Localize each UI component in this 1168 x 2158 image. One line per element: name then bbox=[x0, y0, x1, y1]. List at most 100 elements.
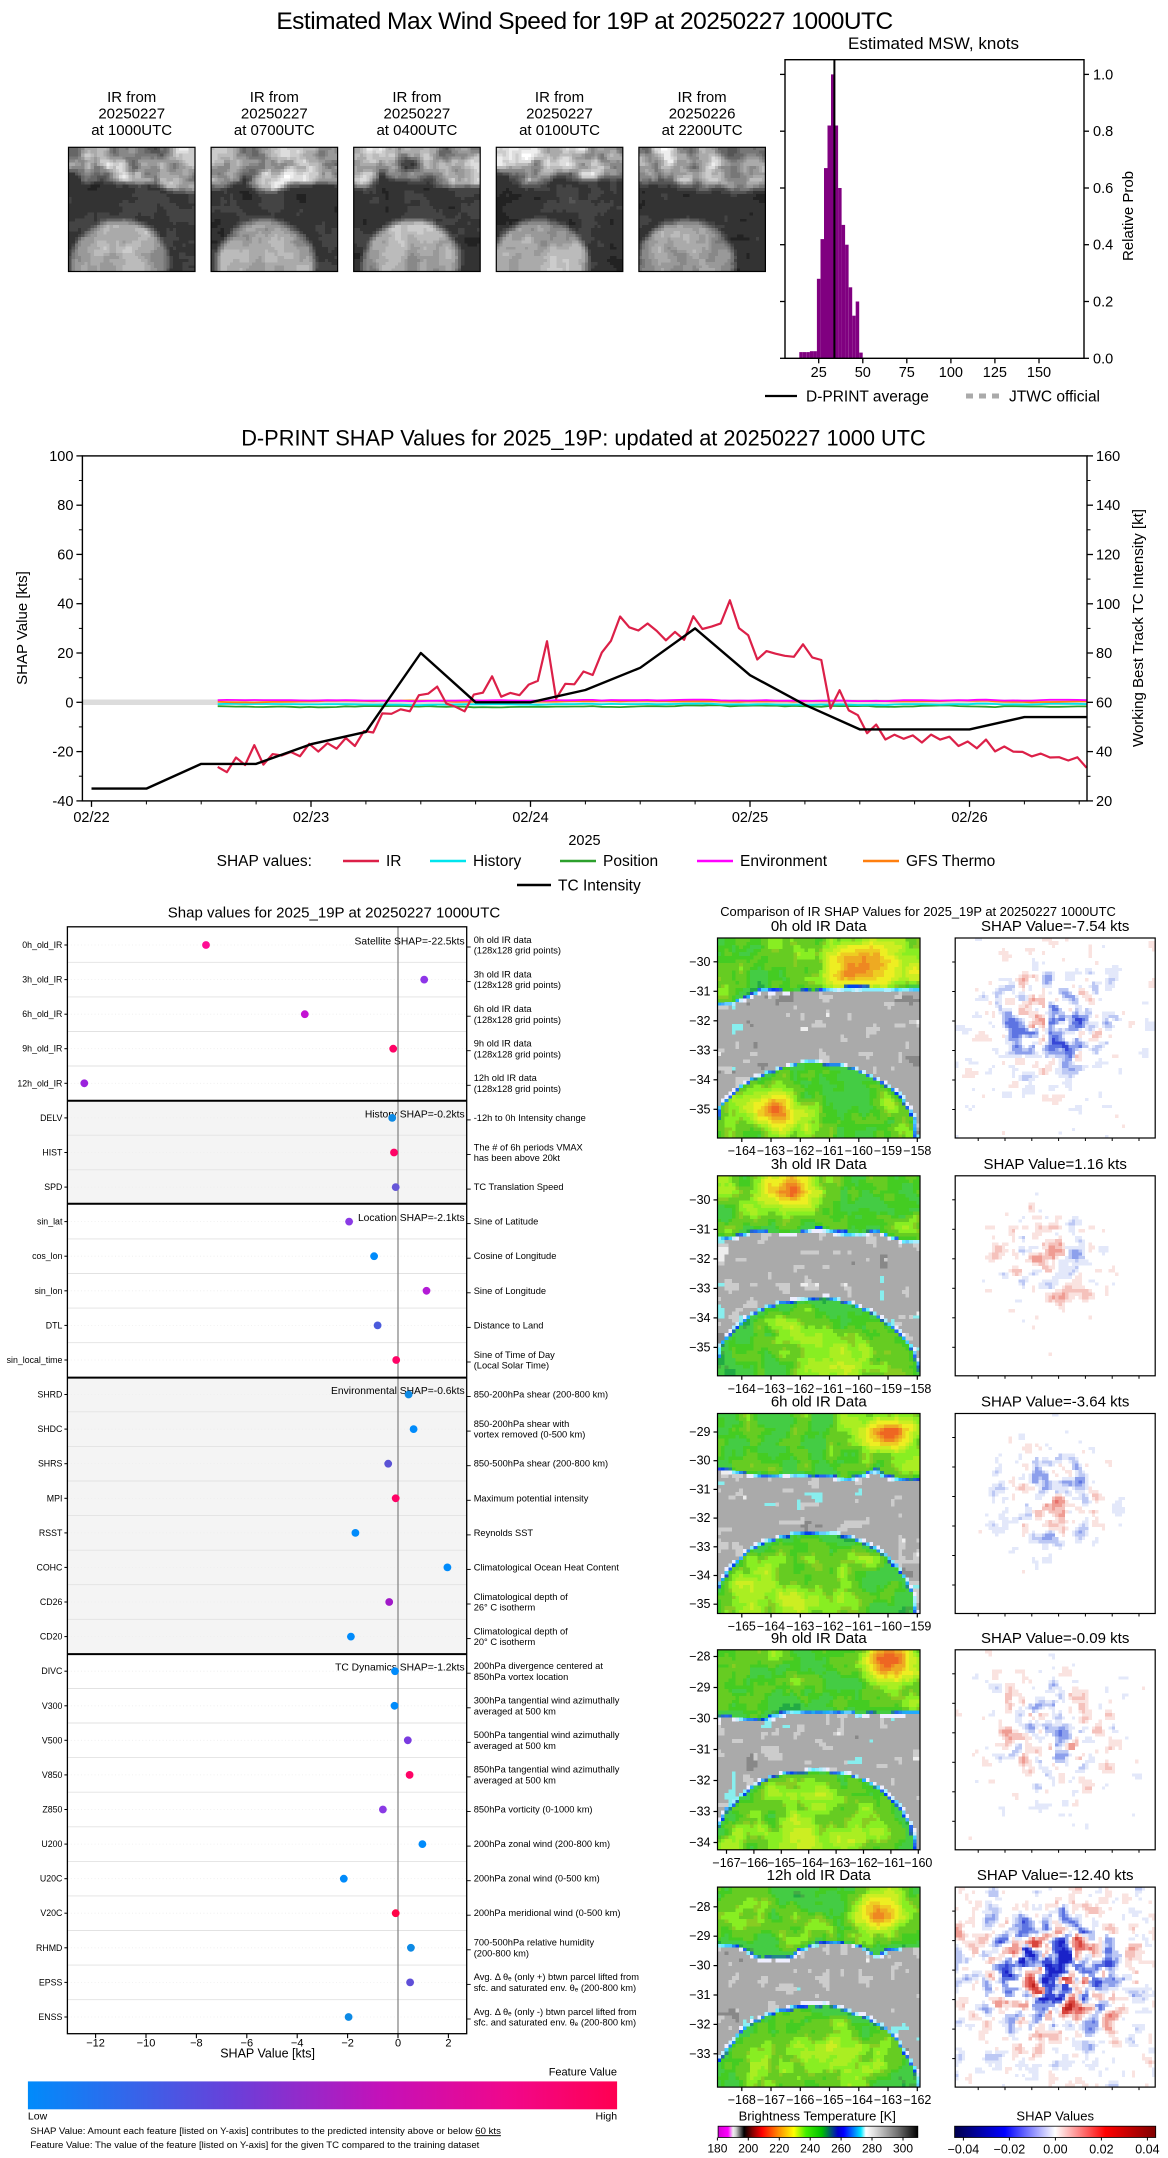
svg-text:IR from: IR from bbox=[535, 89, 584, 106]
svg-text:−33: −33 bbox=[689, 1805, 710, 1819]
svg-text:200hPa zonal wind (200-800 km): 200hPa zonal wind (200-800 km) bbox=[474, 1839, 610, 1849]
svg-text:Sine of Longitude: Sine of Longitude bbox=[474, 1286, 546, 1296]
svg-text:at 0400UTC: at 0400UTC bbox=[376, 122, 457, 139]
svg-text:12h old IR data: 12h old IR data bbox=[474, 1073, 538, 1083]
svg-text:9h old IR Data: 9h old IR Data bbox=[771, 1630, 868, 1647]
svg-text:−32: −32 bbox=[689, 2017, 710, 2031]
svg-text:Shap values for 2025_19P at 20: Shap values for 2025_19P at 20250227 100… bbox=[168, 905, 501, 922]
svg-text:SHAP Values: SHAP Values bbox=[1016, 2108, 1094, 2123]
svg-text:JTWC official: JTWC official bbox=[1009, 389, 1100, 406]
svg-text:COHC: COHC bbox=[36, 1562, 63, 1572]
svg-text:−162: −162 bbox=[815, 1620, 843, 1634]
svg-text:SHAP Value [kts]: SHAP Value [kts] bbox=[220, 2047, 315, 2061]
svg-text:−162: −162 bbox=[903, 2093, 931, 2107]
svg-text:−160: −160 bbox=[904, 1856, 932, 1870]
svg-text:0: 0 bbox=[395, 2038, 401, 2050]
svg-text:−160: −160 bbox=[845, 1144, 873, 1158]
svg-text:6h old IR data: 6h old IR data bbox=[474, 1004, 533, 1014]
svg-text:IR from: IR from bbox=[107, 89, 156, 106]
svg-text:Reynolds SST: Reynolds SST bbox=[474, 1528, 534, 1538]
svg-text:Estimated Max Wind Speed for 1: Estimated Max Wind Speed for 19P at 2025… bbox=[276, 8, 892, 35]
svg-text:D-PRINT SHAP Values for 2025_1: D-PRINT SHAP Values for 2025_19P: update… bbox=[241, 426, 926, 451]
svg-text:(Local Solar Time): (Local Solar Time) bbox=[474, 1361, 549, 1371]
svg-text:300hPa tangential wind azimuth: 300hPa tangential wind azimuthally bbox=[474, 1696, 620, 1706]
svg-text:−31: −31 bbox=[689, 1743, 710, 1757]
svg-text:−158: −158 bbox=[903, 1144, 931, 1158]
svg-text:SHAP Value=-3.64 kts: SHAP Value=-3.64 kts bbox=[981, 1394, 1129, 1411]
svg-text:20250227: 20250227 bbox=[384, 106, 451, 123]
svg-text:−163: −163 bbox=[874, 2093, 902, 2107]
svg-text:−35: −35 bbox=[689, 1597, 710, 1611]
svg-text:20250227: 20250227 bbox=[98, 106, 165, 123]
svg-text:−161: −161 bbox=[815, 1382, 843, 1396]
svg-text:500hPa tangential wind azimuth: 500hPa tangential wind azimuthally bbox=[474, 1730, 620, 1740]
svg-text:20° C isotherm: 20° C isotherm bbox=[474, 1637, 536, 1647]
svg-text:(128x128 grid points): (128x128 grid points) bbox=[474, 1015, 561, 1025]
svg-text:26° C isotherm: 26° C isotherm bbox=[474, 1603, 536, 1613]
svg-text:SHAP Value=-12.40 kts: SHAP Value=-12.40 kts bbox=[977, 1867, 1134, 1884]
svg-text:6h old IR Data: 6h old IR Data bbox=[771, 1394, 868, 1411]
svg-text:−35: −35 bbox=[689, 1340, 710, 1354]
svg-text:300: 300 bbox=[893, 2142, 913, 2156]
svg-text:cos_lon: cos_lon bbox=[32, 1251, 62, 1261]
svg-text:3h old IR Data: 3h old IR Data bbox=[771, 1156, 868, 1173]
svg-text:−168: −168 bbox=[728, 2093, 756, 2107]
svg-text:HIST: HIST bbox=[42, 1148, 63, 1158]
svg-text:−164: −164 bbox=[845, 2093, 873, 2107]
svg-text:IR from: IR from bbox=[250, 89, 299, 106]
svg-text:200hPa zonal wind (0-500 km): 200hPa zonal wind (0-500 km) bbox=[474, 1874, 600, 1884]
svg-text:240: 240 bbox=[800, 2142, 820, 2156]
svg-text:0h_old_IR: 0h_old_IR bbox=[22, 940, 62, 950]
svg-text:Avg. Δ θₑ (only -) btwn parcel: Avg. Δ θₑ (only -) btwn parcel lifted fr… bbox=[474, 2007, 637, 2017]
svg-text:Sine of Time of Day: Sine of Time of Day bbox=[474, 1350, 555, 1360]
svg-text:−31: −31 bbox=[689, 1222, 710, 1236]
svg-text:−34: −34 bbox=[689, 1311, 710, 1325]
svg-text:−161: −161 bbox=[877, 1856, 905, 1870]
svg-text:DIVC: DIVC bbox=[41, 1666, 63, 1676]
svg-text:02/26: 02/26 bbox=[951, 810, 987, 826]
svg-text:200hPa meridional wind (0-500: 200hPa meridional wind (0-500 km) bbox=[474, 1908, 621, 1918]
svg-text:20250227: 20250227 bbox=[526, 106, 593, 123]
svg-text:3h old IR data: 3h old IR data bbox=[474, 969, 533, 979]
svg-text:20250227: 20250227 bbox=[241, 106, 308, 123]
svg-text:20: 20 bbox=[57, 646, 73, 662]
svg-text:12h old IR Data: 12h old IR Data bbox=[767, 1867, 872, 1884]
svg-text:Avg. Δ θₑ (only +) btwn parcel: Avg. Δ θₑ (only +) btwn parcel lifted fr… bbox=[474, 1972, 640, 1982]
svg-text:vortex removed (0-500 km): vortex removed (0-500 km) bbox=[474, 1430, 586, 1440]
svg-text:Environmental SHAP=-0.6kts: Environmental SHAP=-0.6kts bbox=[331, 1386, 465, 1397]
svg-text:Climatological Ocean Heat Cont: Climatological Ocean Heat Content bbox=[474, 1562, 620, 1572]
svg-text:−33: −33 bbox=[689, 2047, 710, 2061]
svg-text:Z850: Z850 bbox=[42, 1805, 62, 1815]
svg-text:TC Intensity: TC Intensity bbox=[558, 878, 641, 895]
svg-text:sfc. and saturated env. θₑ (20: sfc. and saturated env. θₑ (200-800 km) bbox=[474, 1983, 636, 1993]
svg-text:850hPa vortex location: 850hPa vortex location bbox=[474, 1672, 569, 1682]
svg-text:−161: −161 bbox=[815, 1144, 843, 1158]
svg-text:−163: −163 bbox=[757, 1382, 785, 1396]
svg-text:100: 100 bbox=[1096, 597, 1120, 613]
svg-text:−30: −30 bbox=[689, 1712, 710, 1726]
svg-text:−33: −33 bbox=[689, 1281, 710, 1295]
svg-text:100: 100 bbox=[49, 449, 73, 465]
svg-text:100: 100 bbox=[939, 365, 963, 381]
svg-text:−12: −12 bbox=[86, 2038, 105, 2050]
svg-text:at 0700UTC: at 0700UTC bbox=[234, 122, 315, 139]
svg-text:−35: −35 bbox=[689, 1102, 710, 1116]
svg-text:−31: −31 bbox=[689, 984, 710, 998]
svg-text:2025: 2025 bbox=[568, 833, 600, 849]
svg-text:Relative Prob: Relative Prob bbox=[1120, 171, 1137, 261]
svg-text:U200: U200 bbox=[41, 1839, 62, 1849]
svg-text:50: 50 bbox=[855, 365, 871, 381]
svg-text:40: 40 bbox=[57, 597, 73, 613]
svg-text:−163: −163 bbox=[822, 1856, 850, 1870]
svg-text:at 2200UTC: at 2200UTC bbox=[662, 122, 743, 139]
svg-text:−29: −29 bbox=[689, 1929, 710, 1943]
svg-text:80: 80 bbox=[1096, 646, 1112, 662]
svg-text:−29: −29 bbox=[689, 1681, 710, 1695]
svg-text:150: 150 bbox=[1027, 365, 1051, 381]
svg-text:−33: −33 bbox=[689, 1043, 710, 1057]
svg-text:−164: −164 bbox=[795, 1856, 823, 1870]
svg-text:0.0: 0.0 bbox=[1093, 351, 1113, 367]
svg-text:−160: −160 bbox=[845, 1382, 873, 1396]
svg-text:Estimated MSW, knots: Estimated MSW, knots bbox=[848, 34, 1019, 53]
svg-text:850-200hPa shear (200-800 km): 850-200hPa shear (200-800 km) bbox=[474, 1390, 608, 1400]
